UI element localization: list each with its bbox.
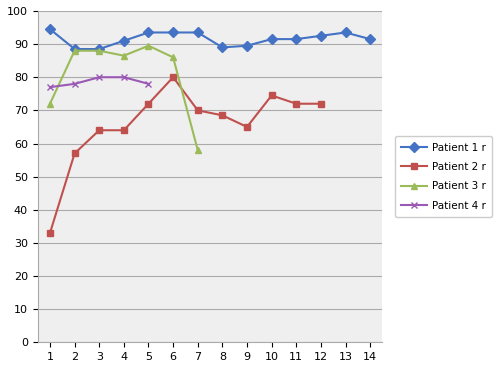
Patient 1 r: [367, 37, 373, 41]
Patient 4 r: [121, 75, 127, 79]
Patient 2 r: [294, 101, 300, 106]
Patient 3 r: [121, 54, 127, 58]
Patient 1 r: [47, 27, 53, 31]
Patient 1 r: [195, 30, 201, 35]
Patient 4 r: [146, 82, 152, 86]
Patient 2 r: [121, 128, 127, 132]
Patient 1 r: [170, 30, 176, 35]
Patient 3 r: [47, 101, 53, 106]
Patient 1 r: [342, 30, 348, 35]
Line: Patient 4 r: Patient 4 r: [46, 74, 152, 91]
Patient 1 r: [220, 45, 226, 49]
Legend: Patient 1 r, Patient 2 r, Patient 3 r, Patient 4 r: Patient 1 r, Patient 2 r, Patient 3 r, P…: [394, 136, 492, 217]
Patient 2 r: [244, 125, 250, 129]
Patient 1 r: [96, 47, 102, 51]
Patient 3 r: [146, 44, 152, 48]
Patient 4 r: [96, 75, 102, 79]
Patient 2 r: [96, 128, 102, 132]
Line: Patient 3 r: Patient 3 r: [46, 42, 201, 154]
Patient 2 r: [318, 101, 324, 106]
Patient 2 r: [47, 231, 53, 235]
Patient 1 r: [244, 44, 250, 48]
Patient 1 r: [268, 37, 274, 41]
Patient 2 r: [268, 93, 274, 98]
Patient 2 r: [220, 113, 226, 118]
Patient 1 r: [318, 34, 324, 38]
Line: Patient 1 r: Patient 1 r: [46, 26, 374, 52]
Patient 4 r: [47, 85, 53, 89]
Patient 2 r: [146, 101, 152, 106]
Patient 2 r: [195, 108, 201, 113]
Patient 3 r: [72, 48, 78, 53]
Patient 3 r: [96, 48, 102, 53]
Patient 3 r: [170, 55, 176, 59]
Patient 1 r: [294, 37, 300, 41]
Patient 1 r: [72, 47, 78, 51]
Patient 1 r: [121, 38, 127, 43]
Line: Patient 2 r: Patient 2 r: [46, 74, 324, 237]
Patient 1 r: [146, 30, 152, 35]
Patient 3 r: [195, 148, 201, 152]
Patient 4 r: [72, 82, 78, 86]
Patient 2 r: [170, 75, 176, 79]
Patient 2 r: [72, 151, 78, 156]
